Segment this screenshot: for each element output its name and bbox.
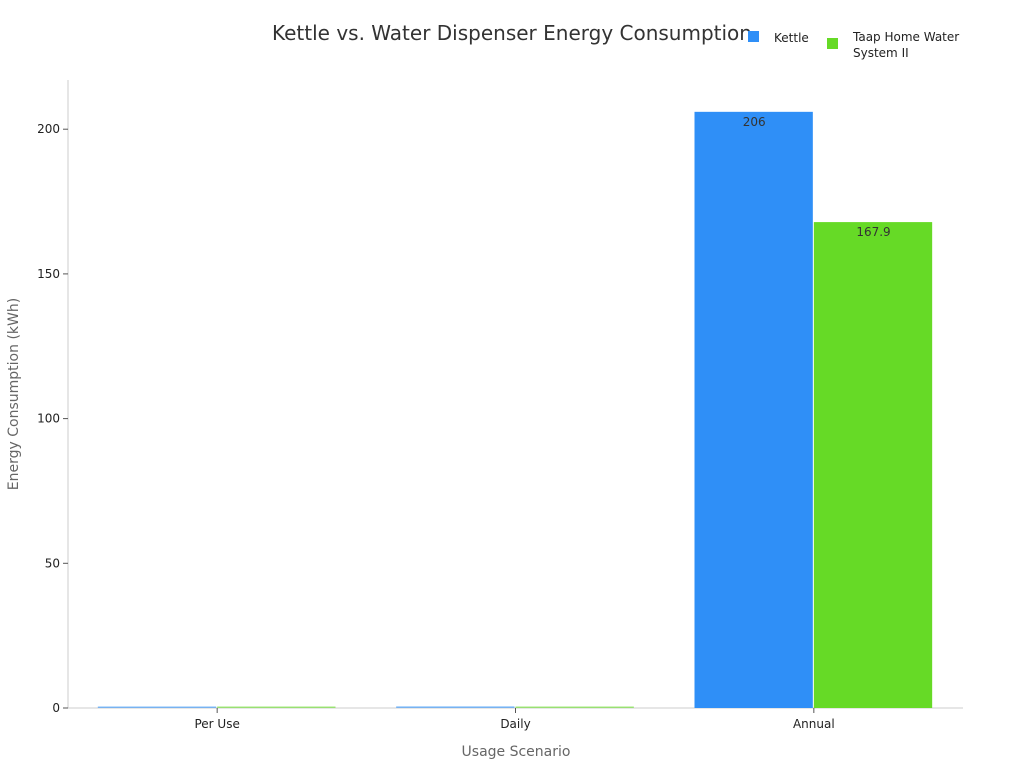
y-axis: 0 50 100 150 200 bbox=[37, 80, 69, 715]
y-axis-title: Energy Consumption (kWh) bbox=[6, 298, 22, 490]
bar-taap-home-water-system-ii-daily bbox=[515, 706, 634, 708]
x-tick-label: Per Use bbox=[194, 717, 239, 731]
y-tick-label: 50 bbox=[45, 556, 60, 570]
bar-kettle-annual bbox=[694, 111, 813, 708]
bar-value-label: 167.9 bbox=[856, 225, 890, 239]
legend-label: Kettle bbox=[774, 31, 809, 45]
chart-title: Kettle vs. Water Dispenser Energy Consum… bbox=[272, 21, 752, 45]
x-tick-label: Annual bbox=[793, 717, 835, 731]
x-axis: Per Use Daily Annual bbox=[68, 707, 963, 731]
legend-swatch bbox=[827, 38, 838, 49]
legend-label: Taap Home Water bbox=[852, 30, 959, 44]
y-tick-label: 150 bbox=[37, 267, 60, 281]
bar-kettle-daily bbox=[396, 706, 515, 708]
bar-taap-home-water-system-ii-per-use bbox=[217, 706, 336, 708]
y-tick-label: 200 bbox=[37, 122, 60, 136]
legend: Kettle Taap Home Water System II bbox=[748, 30, 959, 60]
legend-swatch bbox=[748, 31, 759, 42]
x-tick-label: Daily bbox=[500, 717, 530, 731]
y-tick-label: 100 bbox=[37, 412, 60, 426]
legend-label: System II bbox=[853, 46, 909, 60]
bar-value-label: 206 bbox=[743, 115, 766, 129]
bar-taap-home-water-system-ii-annual bbox=[813, 222, 933, 708]
bars bbox=[97, 111, 933, 708]
y-tick-label: 0 bbox=[52, 701, 60, 715]
bar-kettle-per-use bbox=[97, 706, 217, 708]
data-labels: 206 167.9 bbox=[743, 115, 891, 239]
x-axis-title: Usage Scenario bbox=[462, 744, 571, 760]
